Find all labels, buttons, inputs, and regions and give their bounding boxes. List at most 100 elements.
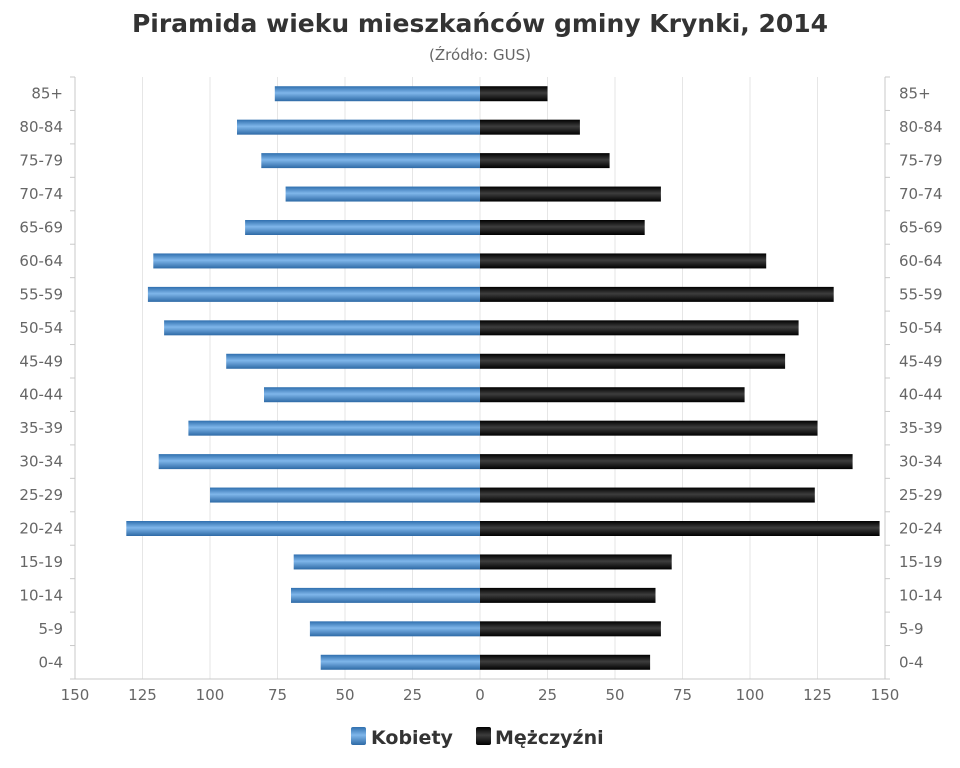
x-tick-label: 50	[335, 686, 354, 704]
y-tick-label-left: 70-74	[19, 185, 63, 203]
bar-kobiety-80-84[interactable]	[237, 119, 480, 135]
x-tick-label: 75	[673, 686, 692, 704]
legend-swatch-mezczyzni	[476, 727, 491, 745]
bar-kobiety-65-69[interactable]	[245, 220, 480, 235]
y-tick-label-right: 0-4	[899, 653, 924, 671]
y-tick-label-right: 55-59	[899, 285, 943, 303]
y-tick-label-right: 80-84	[899, 118, 943, 136]
x-tick-label: 75	[268, 686, 287, 704]
y-tick-label-left: 65-69	[19, 219, 63, 237]
bar-mezczyzni-55-59[interactable]	[480, 286, 834, 302]
axis-frame	[70, 76, 890, 680]
y-tick-label-left: 0-4	[39, 653, 64, 671]
bar-kobiety-20-24[interactable]	[126, 521, 481, 536]
y-tick-label-left: 5-9	[39, 620, 64, 638]
y-tick-label-right: 20-24	[899, 520, 943, 538]
bar-mezczyzni-0-4[interactable]	[480, 654, 651, 670]
legend-swatch-kobiety	[351, 727, 366, 745]
x-tick-label: 100	[736, 686, 765, 704]
x-tick-label: 125	[803, 686, 832, 704]
y-tick-label-right: 65-69	[899, 219, 943, 237]
bar-kobiety-40-44[interactable]	[264, 387, 480, 403]
bar-mezczyzni-15-19[interactable]	[480, 554, 672, 570]
y-tick-label-left: 80-84	[19, 118, 63, 136]
y-tick-label-left: 35-39	[19, 419, 63, 437]
chart-subtitle: (Źródło: GUS)	[429, 45, 531, 64]
bar-kobiety-70-74[interactable]	[285, 186, 480, 202]
category-labels-left: 85+ 80-84 75-79 70-74 65-69 60-64 55-59 50-54 45…	[19, 85, 63, 672]
bar-mezczyzni-25-29[interactable]	[480, 487, 815, 503]
x-tick-label: 25	[538, 686, 557, 704]
legend-label-mezczyzni: Mężczyźni	[495, 727, 604, 749]
legend: Kobiety Mężczyźni	[351, 727, 604, 749]
bar-mezczyzni-10-14[interactable]	[480, 587, 656, 603]
bar-kobiety-5-9[interactable]	[309, 621, 480, 637]
bar-kobiety-75-79[interactable]	[261, 153, 480, 169]
y-tick-label-left: 75-79	[19, 152, 63, 170]
chart-title: Piramida wieku mieszkańców gminy Krynki,…	[132, 9, 828, 38]
category-labels-right: 85+ 80-84 75-79 70-74 65-69 60-64 55-59 50-54 45…	[899, 85, 943, 672]
bar-kobiety-60-64[interactable]	[153, 253, 481, 269]
y-tick-label-right: 25-29	[899, 486, 943, 504]
bar-kobiety-45-49[interactable]	[226, 353, 480, 369]
bar-mezczyzni-45-49[interactable]	[480, 353, 786, 369]
x-tick-label: 150	[61, 686, 90, 704]
bar-kobiety-55-59[interactable]	[147, 286, 480, 302]
bar-mezczyzni-30-34[interactable]	[480, 454, 853, 470]
bar-kobiety-0-4[interactable]	[320, 654, 480, 670]
y-tick-label-left: 60-64	[19, 252, 63, 270]
y-tick-label-right: 30-34	[899, 453, 943, 471]
y-tick-label-right: 10-14	[899, 586, 943, 604]
y-tick-label-right: 40-44	[899, 386, 943, 404]
bar-kobiety-10-14[interactable]	[291, 587, 480, 603]
y-tick-label-right: 85+	[899, 85, 931, 103]
bar-mezczyzni-80-84[interactable]	[480, 119, 580, 135]
y-tick-label-right: 35-39	[899, 419, 943, 437]
legend-item-mezczyzni[interactable]: Mężczyźni	[476, 727, 604, 749]
bar-kobiety-85+[interactable]	[274, 86, 480, 102]
y-tick-label-left: 25-29	[19, 486, 63, 504]
y-tick-label-left: 85+	[31, 85, 63, 103]
y-tick-label-right: 60-64	[899, 252, 943, 270]
bar-mezczyzni-75-79[interactable]	[480, 153, 610, 169]
y-tick-label-left: 45-49	[19, 352, 63, 370]
x-tick-label: 150	[871, 686, 900, 704]
y-tick-label-left: 30-34	[19, 453, 63, 471]
x-tick-label: 125	[128, 686, 157, 704]
bar-mezczyzni-40-44[interactable]	[480, 387, 745, 403]
y-tick-label-right: 50-54	[899, 319, 943, 337]
bar-kobiety-35-39[interactable]	[188, 420, 480, 436]
bar-mezczyzni-60-64[interactable]	[480, 253, 767, 269]
y-tick-label-left: 15-19	[19, 553, 63, 571]
x-tick-label: 0	[475, 686, 485, 704]
bar-mezczyzni-85+[interactable]	[480, 86, 548, 102]
y-tick-label-right: 15-19	[899, 553, 943, 571]
x-tick-label: 25	[403, 686, 422, 704]
bar-kobiety-15-19[interactable]	[293, 554, 480, 570]
x-tick-label: 50	[605, 686, 624, 704]
x-axis-tick-labels: 150 125 100 75 50 25 0 25 50 75 100 125 150	[61, 686, 900, 704]
legend-item-kobiety[interactable]: Kobiety	[351, 727, 454, 749]
y-tick-label-left: 10-14	[19, 586, 63, 604]
bars-group	[126, 86, 880, 670]
y-tick-label-right: 75-79	[899, 152, 943, 170]
y-tick-label-right: 70-74	[899, 185, 943, 203]
bar-mezczyzni-65-69[interactable]	[480, 220, 645, 235]
bar-kobiety-30-34[interactable]	[158, 454, 480, 470]
y-tick-label-left: 40-44	[19, 386, 63, 404]
bar-mezczyzni-5-9[interactable]	[480, 621, 661, 637]
bar-mezczyzni-50-54[interactable]	[480, 320, 799, 336]
bar-kobiety-50-54[interactable]	[164, 320, 480, 336]
bar-mezczyzni-70-74[interactable]	[480, 186, 661, 202]
series-kobiety	[126, 86, 481, 670]
bar-mezczyzni-20-24[interactable]	[480, 521, 880, 536]
bar-mezczyzni-35-39[interactable]	[480, 420, 818, 436]
y-tick-label-right: 5-9	[899, 620, 924, 638]
y-tick-label-left: 20-24	[19, 520, 63, 538]
y-tick-label-left: 50-54	[19, 319, 63, 337]
x-tick-label: 100	[196, 686, 225, 704]
y-tick-label-right: 45-49	[899, 352, 943, 370]
bar-kobiety-25-29[interactable]	[210, 487, 480, 503]
y-tick-label-left: 55-59	[19, 285, 63, 303]
